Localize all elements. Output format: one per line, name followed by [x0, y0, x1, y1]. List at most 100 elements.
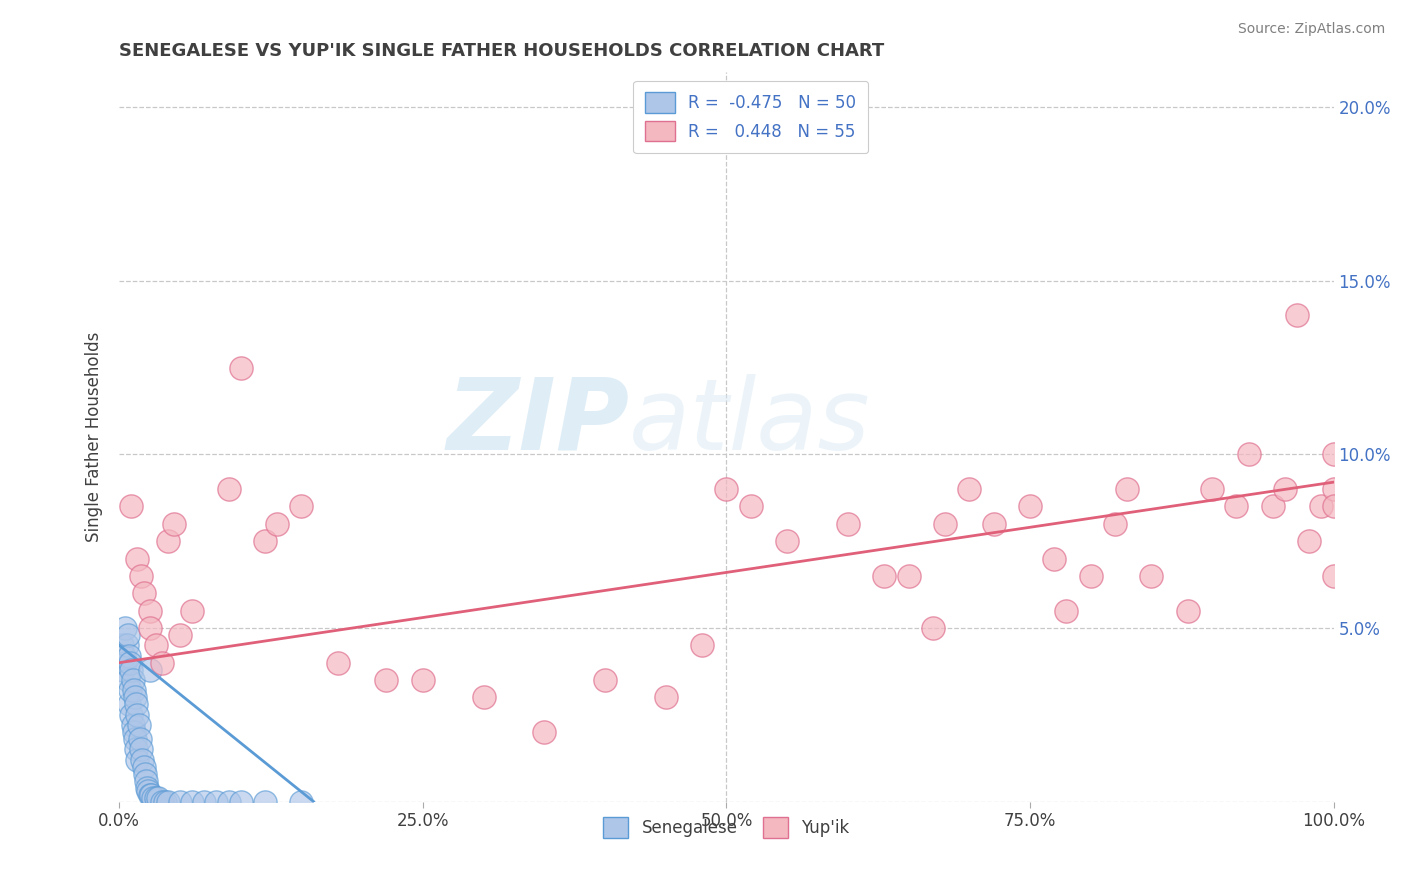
Point — [229, 360, 252, 375]
Point — [150, 656, 173, 670]
Point — [837, 516, 859, 531]
Point — [156, 534, 179, 549]
Point — [125, 698, 148, 712]
Point — [118, 648, 141, 663]
Point — [118, 698, 141, 712]
Point — [124, 732, 146, 747]
Point — [934, 516, 956, 531]
Point — [253, 795, 276, 809]
Point — [155, 795, 177, 809]
Point — [326, 656, 349, 670]
Point — [139, 788, 162, 802]
Point — [132, 586, 155, 600]
Point — [690, 638, 713, 652]
Point — [533, 725, 555, 739]
Point — [128, 718, 150, 732]
Legend: Senegalese, Yup'ik: Senegalese, Yup'ik — [596, 811, 856, 845]
Point — [266, 516, 288, 531]
Point — [136, 780, 159, 795]
Point — [121, 673, 143, 687]
Point — [922, 621, 945, 635]
Point — [138, 663, 160, 677]
Point — [1225, 500, 1247, 514]
Text: ZIP: ZIP — [446, 374, 630, 471]
Point — [1080, 569, 1102, 583]
Point — [138, 621, 160, 635]
Point — [218, 795, 240, 809]
Point — [1323, 447, 1346, 461]
Point — [229, 795, 252, 809]
Text: SENEGALESE VS YUP'IK SINGLE FATHER HOUSEHOLDS CORRELATION CHART: SENEGALESE VS YUP'IK SINGLE FATHER HOUSE… — [120, 42, 884, 60]
Point — [375, 673, 398, 687]
Point — [120, 656, 142, 670]
Point — [1056, 604, 1078, 618]
Point — [145, 791, 167, 805]
Point — [120, 500, 142, 514]
Point — [193, 795, 215, 809]
Point — [138, 788, 160, 802]
Point — [129, 742, 152, 756]
Point — [127, 551, 149, 566]
Point — [120, 663, 142, 677]
Point — [156, 795, 179, 809]
Point — [740, 500, 762, 514]
Point — [1237, 447, 1260, 461]
Point — [472, 690, 495, 705]
Point — [1116, 482, 1139, 496]
Point — [412, 673, 434, 687]
Point — [290, 795, 312, 809]
Point — [132, 760, 155, 774]
Point — [125, 742, 148, 756]
Point — [716, 482, 738, 496]
Point — [1140, 569, 1163, 583]
Point — [983, 516, 1005, 531]
Point — [111, 638, 134, 652]
Point — [135, 773, 157, 788]
Point — [163, 516, 186, 531]
Point — [1201, 482, 1223, 496]
Point — [121, 718, 143, 732]
Point — [957, 482, 980, 496]
Point — [120, 707, 142, 722]
Point — [1019, 500, 1042, 514]
Point — [290, 500, 312, 514]
Text: atlas: atlas — [630, 374, 870, 471]
Point — [776, 534, 799, 549]
Point — [111, 663, 134, 677]
Y-axis label: Single Father Households: Single Father Households — [86, 332, 103, 542]
Point — [1274, 482, 1296, 496]
Point — [120, 683, 142, 698]
Point — [181, 604, 204, 618]
Point — [1323, 500, 1346, 514]
Point — [1310, 500, 1333, 514]
Point — [138, 784, 160, 798]
Point — [1261, 500, 1284, 514]
Point — [134, 766, 156, 780]
Point — [218, 482, 240, 496]
Point — [127, 707, 149, 722]
Point — [1177, 604, 1199, 618]
Point — [654, 690, 676, 705]
Point — [142, 791, 165, 805]
Point — [169, 628, 191, 642]
Point — [1323, 482, 1346, 496]
Point — [150, 795, 173, 809]
Point — [593, 673, 616, 687]
Point — [897, 569, 920, 583]
Point — [129, 569, 152, 583]
Point — [122, 725, 145, 739]
Point — [115, 638, 138, 652]
Point — [114, 621, 136, 635]
Point — [112, 648, 135, 663]
Point — [124, 690, 146, 705]
Point — [205, 795, 228, 809]
Point — [131, 753, 153, 767]
Point — [1298, 534, 1320, 549]
Point — [146, 791, 169, 805]
Point — [122, 683, 145, 698]
Point — [1323, 569, 1346, 583]
Point — [117, 673, 139, 687]
Point — [169, 795, 191, 809]
Point — [181, 795, 204, 809]
Point — [1286, 309, 1309, 323]
